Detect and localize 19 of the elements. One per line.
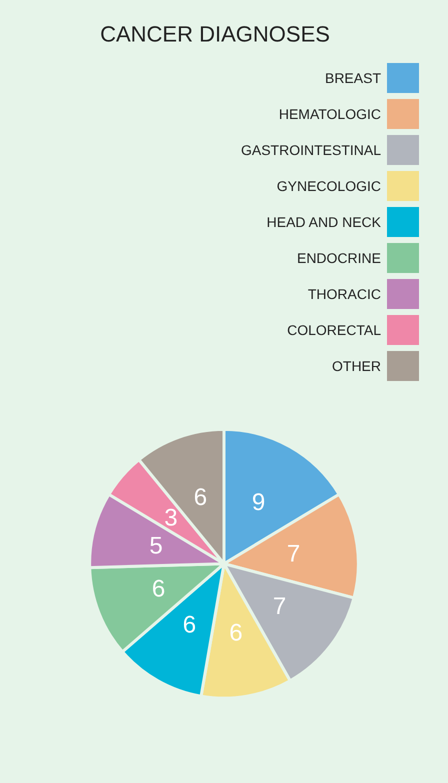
legend-label: COLORECTAL <box>287 322 382 338</box>
legend-label: OTHER <box>332 358 381 374</box>
legend-label: BREAST <box>324 70 382 86</box>
data-label: 5 <box>149 532 163 560</box>
data-label: 9 <box>252 489 266 516</box>
data-label: 3 <box>164 504 178 532</box>
data-label: 7 <box>272 593 286 620</box>
data-label: 7 <box>286 540 300 568</box>
legend-label: THORACIC <box>308 286 381 302</box>
data-label: 6 <box>152 576 166 603</box>
legend-label: GYNECOLOGIC <box>276 178 381 194</box>
legend-label: ENDOCRINE <box>296 250 381 266</box>
legend-label: HEMATOLOGIC <box>278 106 381 122</box>
legend-label: GASTROINTESTINAL <box>240 142 382 158</box>
legend-label: HEAD AND NECK <box>266 214 382 230</box>
chart-title: CANCER DIAGNOSES <box>100 22 330 46</box>
data-label: 6 <box>229 619 243 646</box>
data-label: 6 <box>194 484 208 512</box>
data-label: 6 <box>182 611 196 638</box>
